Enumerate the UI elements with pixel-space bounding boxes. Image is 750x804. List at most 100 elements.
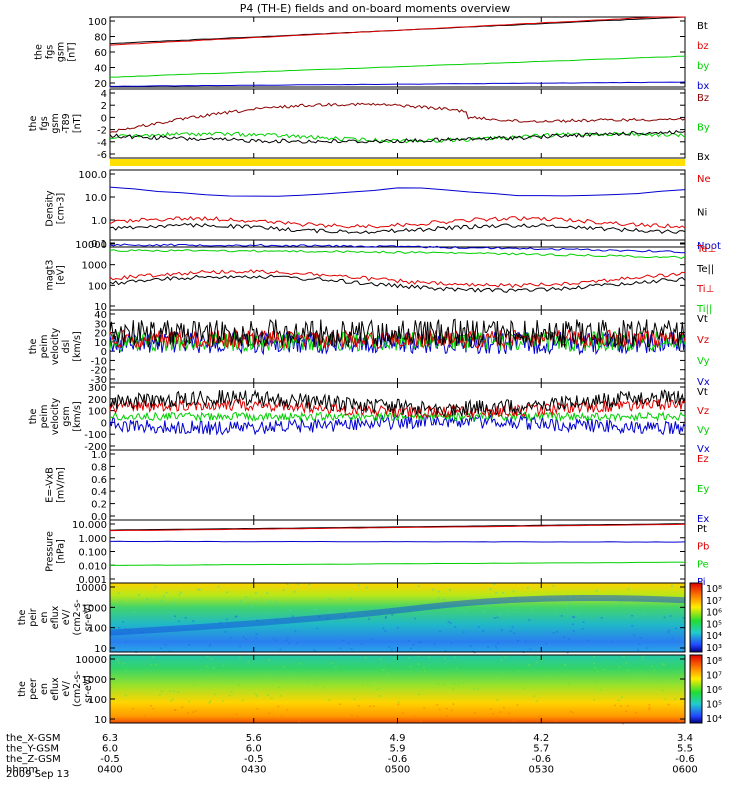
- spectrogram-pixel: [443, 599, 446, 601]
- spectrogram-pixel: [206, 655, 209, 657]
- spectrogram-pixel: [362, 683, 365, 685]
- spectrogram-pixel: [507, 610, 510, 613]
- spectrogram-pixel: [444, 650, 447, 652]
- spectrogram-pixel: [626, 669, 629, 672]
- colorbar-tick-label: 10⁴: [706, 714, 722, 725]
- spectrogram-pixel: [117, 659, 119, 661]
- spectrogram-pixel: [146, 598, 149, 601]
- spectrogram-pixel: [372, 705, 375, 707]
- spectrogram-pixel: [493, 583, 496, 585]
- spectrogram-pixel: [462, 682, 465, 684]
- y-axis-label: thepeimvelocitydsl[km/s]: [28, 328, 83, 366]
- spectrogram-pixel: [569, 601, 572, 604]
- spectrogram-pixel: [556, 612, 558, 614]
- spectrogram-pixel: [617, 699, 620, 702]
- spectrogram-pixel: [210, 657, 213, 660]
- spectrogram-pixel: [288, 642, 291, 644]
- legend-label: Bx: [697, 152, 710, 163]
- spectrogram-pixel: [566, 607, 569, 609]
- spectrogram-pixel: [279, 648, 282, 651]
- legend-label: Vy: [697, 425, 710, 436]
- panel-8: 10.0001.0000.1000.0100.001Pressure[nPa]P…: [45, 519, 709, 588]
- spectrogram-pixel: [222, 678, 225, 681]
- y-tick-label: 1000: [82, 261, 107, 272]
- spectrogram-pixel: [633, 717, 636, 719]
- legend-label: Ex: [697, 514, 709, 525]
- spectrogram-pixel: [291, 673, 294, 676]
- y-tick-label: 10.0: [85, 193, 107, 204]
- spectrogram-pixel: [209, 643, 212, 646]
- spectrogram-pixel: [227, 678, 230, 680]
- ephemeris-value: 0530: [529, 765, 554, 776]
- spectrogram-pixel: [493, 617, 496, 619]
- spectrogram-pixel: [619, 601, 622, 604]
- legend-label: by: [697, 61, 709, 72]
- legend-label: Pe: [697, 559, 709, 570]
- y-axis-label-line: gsm: [56, 42, 67, 62]
- spectrogram-pixel: [170, 602, 173, 605]
- spectrogram-pixel: [209, 675, 211, 677]
- spectrogram-pixel: [192, 711, 195, 713]
- spectrogram-pixel: [391, 614, 394, 616]
- spectrogram-pixel: [476, 687, 479, 690]
- spectrogram-pixel: [122, 662, 125, 665]
- spectrogram-pixel: [648, 707, 651, 709]
- spectrogram-pixel: [272, 637, 275, 640]
- y-axis-label: thefgsgsm[nT]: [34, 42, 78, 62]
- spectrogram-pixel: [650, 665, 653, 668]
- spectrogram-pixel: [124, 670, 127, 672]
- spectrogram-pixel: [367, 684, 370, 687]
- spectrogram-pixel: [118, 662, 121, 664]
- spectrogram-pixel: [563, 636, 565, 639]
- spectrogram-pixel: [369, 705, 372, 708]
- panel-frame: [109, 88, 686, 159]
- spectrogram-pixel: [297, 583, 300, 585]
- spectrogram-pixel: [454, 656, 457, 659]
- y-axis-label-line: gsm: [50, 113, 61, 133]
- y-tick-label: 40: [94, 64, 107, 75]
- y-tick-label: 40: [94, 310, 107, 321]
- spectrogram-pixel: [511, 626, 514, 628]
- colorbar-tick-label: 10⁵: [706, 700, 722, 711]
- y-axis-label: thefgsgsm-T89[nT]: [28, 113, 83, 133]
- y-axis-label-line: eV/: [61, 680, 72, 696]
- spectrogram-pixel: [408, 657, 411, 659]
- y-tick-label: 10000: [75, 655, 107, 666]
- spectrogram-pixel: [641, 613, 644, 615]
- y-tick-label: -10: [91, 356, 107, 367]
- spectrogram-pixel: [164, 644, 167, 646]
- spectrogram-pixel: [152, 708, 155, 710]
- y-tick-label: 100: [88, 17, 107, 28]
- spectrogram-pixel: [298, 721, 300, 723]
- panel-1: 100 80 60 40 20 thefgsgsm[nT] Bt bz by bx: [34, 16, 709, 92]
- spectrogram-pixel: [595, 590, 598, 592]
- spectrogram-pixel: [222, 665, 225, 667]
- y-axis-label-line: [nT]: [72, 114, 83, 133]
- spectrogram-pixel: [639, 677, 642, 679]
- spectrogram-pixel: [517, 670, 520, 672]
- spectrogram-pixel: [238, 656, 241, 659]
- spectrogram-pixel: [234, 616, 237, 618]
- y-axis-label-line: velocity: [50, 328, 61, 366]
- spectrogram-pixel: [528, 619, 531, 621]
- spectrogram-pixel: [188, 700, 191, 703]
- spectrogram-pixel: [443, 683, 445, 686]
- spectrogram-pixel: [622, 655, 625, 658]
- spectrogram-pixel: [378, 695, 381, 697]
- spectrogram-pixel: [314, 674, 317, 677]
- Ti-perp-line: [109, 243, 686, 254]
- spectrogram-pixel: [663, 616, 666, 619]
- spectrogram-pixel: [529, 648, 532, 651]
- spectrogram-pixel: [452, 703, 455, 705]
- legend-label: Te||: [696, 264, 714, 275]
- spectrogram-pixel: [124, 641, 127, 643]
- spectrogram-pixel: [627, 588, 630, 591]
- spectrogram-pixel: [643, 674, 646, 676]
- spectrogram-pixel: [117, 592, 120, 594]
- spectrogram-pixel: [626, 705, 629, 707]
- spectrogram-pixel: [266, 694, 269, 696]
- spectrogram-pixel: [193, 684, 196, 686]
- spectrogram-pixel: [496, 616, 499, 619]
- spectrogram-pixel: [217, 585, 220, 588]
- spectrogram-pixel: [600, 617, 603, 619]
